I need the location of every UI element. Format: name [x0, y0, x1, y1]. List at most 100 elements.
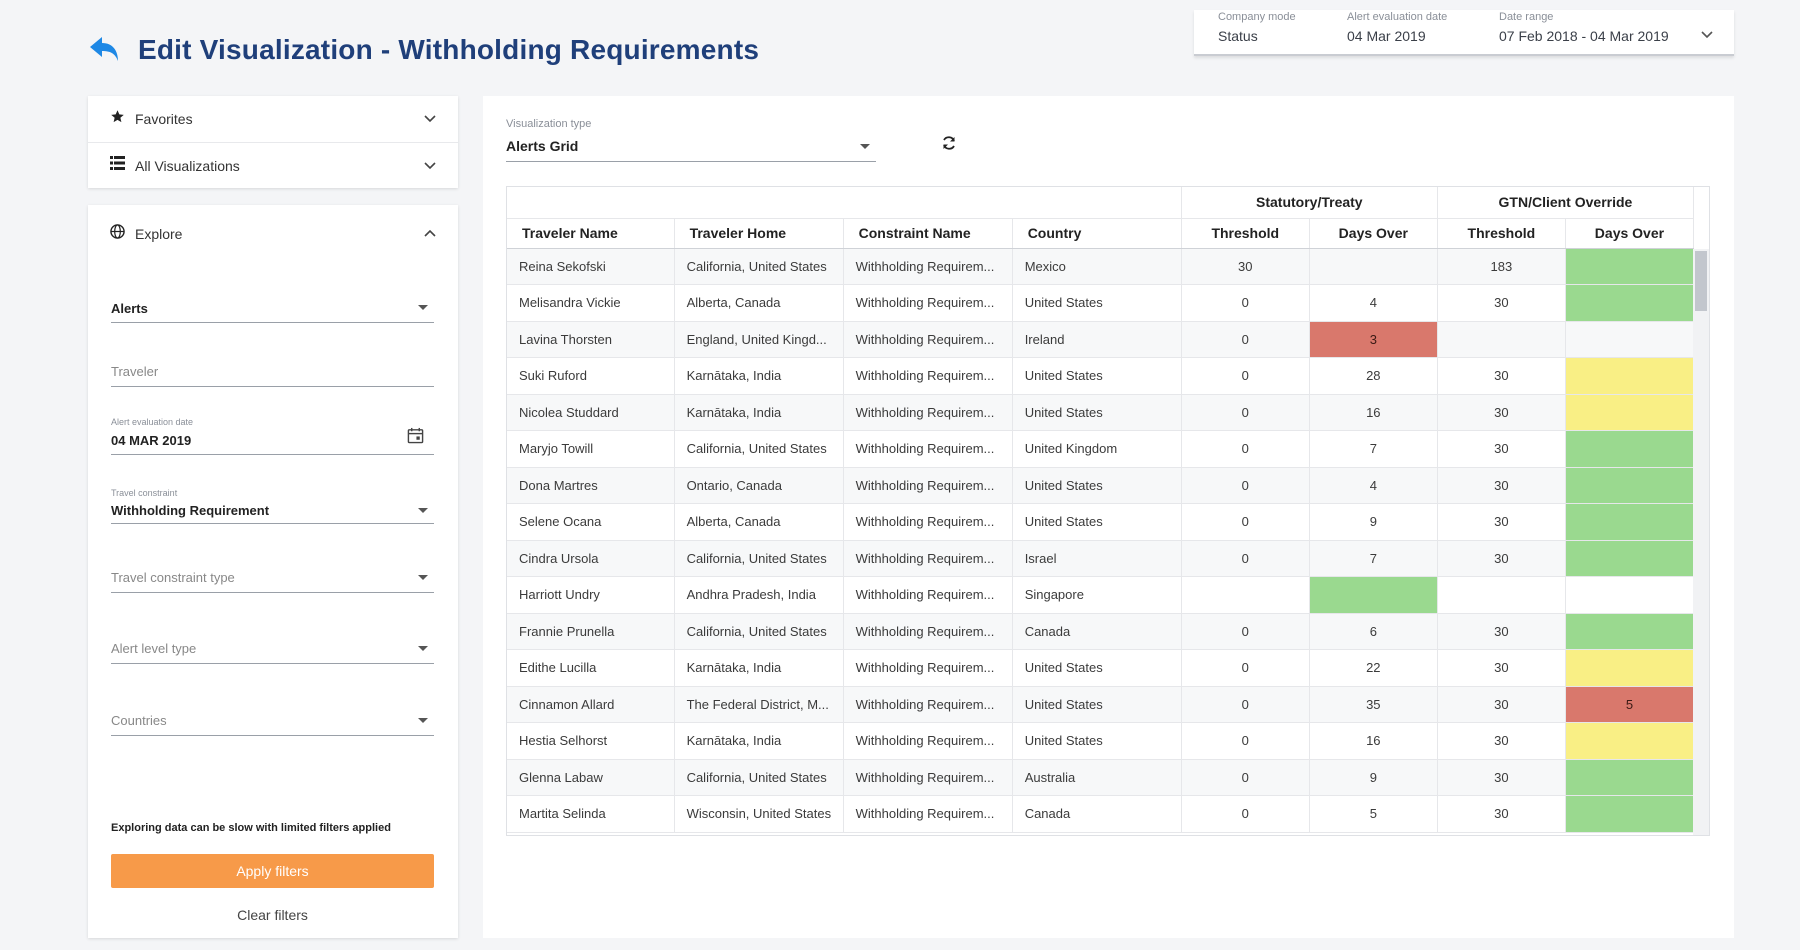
cell-gtn-days-over [1565, 284, 1695, 322]
caret-down-icon [860, 144, 870, 149]
explore-section-header[interactable]: Explore [88, 205, 458, 263]
table-row[interactable]: Maryjo Towill California, United States Wi… [507, 430, 1695, 468]
all-visualizations-section[interactable]: All Visualizations [88, 142, 458, 188]
col-statutory-days-over[interactable]: Days Over [1309, 218, 1438, 249]
cell-gtn-days-over [1565, 394, 1695, 431]
cell-country: Singapore [1012, 576, 1182, 614]
cell-traveler-home: Karnātaka, India [674, 649, 844, 687]
cell-gtn-threshold: 30 [1437, 795, 1566, 833]
cell-statutory-days-over: 3 [1309, 321, 1438, 358]
alerts-select[interactable]: Alerts [111, 293, 434, 323]
favorites-section[interactable]: Favorites [88, 96, 458, 142]
col-gtn-threshold[interactable]: Threshold [1437, 218, 1566, 249]
chevron-down-icon[interactable] [424, 112, 436, 130]
cell-traveler-name: Suki Ruford [507, 357, 675, 395]
table-row[interactable]: Dona Martres Ontario, Canada Withholding R… [507, 467, 1695, 504]
col-traveler-name[interactable]: Traveler Name [507, 218, 675, 249]
table-row[interactable]: Melisandra Vickie Alberta, Canada Withhold… [507, 284, 1695, 322]
countries-select[interactable]: Countries [111, 706, 434, 736]
chevron-up-icon[interactable] [424, 227, 436, 245]
cell-statutory-threshold: 0 [1181, 321, 1310, 358]
table-row[interactable]: Harriott Undry Andhra Pradesh, India Withh… [507, 576, 1695, 614]
table-row[interactable]: Hestia Selhorst Karnātaka, India Withholdi… [507, 722, 1695, 760]
cell-statutory-threshold [1181, 576, 1310, 614]
cell-constraint-name: Withholding Requirem... [843, 613, 1013, 650]
traveler-placeholder: Traveler [111, 364, 159, 379]
vertical-scrollbar[interactable] [1693, 249, 1709, 835]
table-row[interactable]: Glenna Labaw California, United States Wit… [507, 759, 1695, 796]
visualization-type-select[interactable]: Visualization type Alerts Grid [506, 118, 876, 162]
statutory-treaty-group-header: Statutory/Treaty [1181, 187, 1438, 219]
context-bar[interactable]: Company mode Status Alert evaluation dat… [1194, 10, 1734, 56]
alerts-grid[interactable]: Statutory/Treaty GTN/Client Override Tra… [506, 186, 1710, 836]
cell-statutory-days-over: 9 [1309, 759, 1438, 796]
cell-gtn-days-over [1565, 321, 1695, 358]
alert-level-type-select[interactable]: Alert level type [111, 634, 434, 664]
cell-statutory-days-over: 28 [1309, 357, 1438, 395]
cell-traveler-home: Ontario, Canada [674, 467, 844, 504]
cell-statutory-threshold: 0 [1181, 759, 1310, 796]
cell-country: United States [1012, 649, 1182, 687]
table-row[interactable]: Cinnamon Allard The Federal District, M..… [507, 686, 1695, 723]
cell-country: Canada [1012, 613, 1182, 650]
col-traveler-home[interactable]: Traveler Home [674, 218, 844, 249]
traveler-input[interactable]: Traveler [111, 357, 434, 387]
table-row[interactable]: Cindra Ursola California, United States Wi… [507, 540, 1695, 577]
col-country[interactable]: Country [1012, 218, 1182, 249]
col-statutory-threshold[interactable]: Threshold [1181, 218, 1310, 249]
clear-filters-button[interactable]: Clear filters [237, 907, 308, 923]
col-gtn-days-over[interactable]: Days Over [1565, 218, 1695, 249]
travel-constraint-type-select[interactable]: Travel constraint type [111, 563, 434, 593]
cell-gtn-threshold: 30 [1437, 759, 1566, 796]
table-row[interactable]: Nicolea Studdard Karnātaka, India Withhold… [507, 394, 1695, 431]
slow-filter-notice: Exploring data can be slow with limited … [111, 822, 391, 834]
caret-down-icon [418, 305, 428, 310]
list-icon [110, 156, 125, 175]
scrollbar-thumb[interactable] [1695, 251, 1707, 311]
chevron-down-icon[interactable] [1700, 28, 1714, 42]
caret-down-icon [418, 718, 428, 723]
cell-gtn-threshold: 30 [1437, 430, 1566, 468]
table-row[interactable]: Selene Ocana Alberta, Canada Withholding R… [507, 503, 1695, 541]
chevron-down-icon[interactable] [424, 159, 436, 177]
explore-label: Explore [135, 226, 183, 242]
cell-gtn-days-over [1565, 357, 1695, 395]
table-row[interactable]: Suki Ruford Karnātaka, India Withholding R… [507, 357, 1695, 395]
travel-constraint-select[interactable]: Travel constraint Withholding Requiremen… [111, 488, 434, 524]
company-mode-label: Company mode [1218, 11, 1296, 23]
calendar-icon[interactable] [407, 427, 424, 449]
cell-country: Australia [1012, 759, 1182, 796]
table-row[interactable]: Reina Sekofski California, United States W… [507, 248, 1695, 285]
cell-traveler-name: Lavina Thorsten [507, 321, 675, 358]
cell-gtn-days-over: 5 [1565, 686, 1695, 723]
cell-statutory-threshold: 0 [1181, 467, 1310, 504]
cell-traveler-home: Andhra Pradesh, India [674, 576, 844, 614]
cell-constraint-name: Withholding Requirem... [843, 649, 1013, 687]
cell-statutory-threshold: 0 [1181, 686, 1310, 723]
apply-filters-button[interactable]: Apply filters [111, 854, 434, 888]
cell-traveler-name: Martita Selinda [507, 795, 675, 833]
cell-gtn-threshold: 30 [1437, 467, 1566, 504]
cell-country: United States [1012, 503, 1182, 541]
back-arrow-icon[interactable] [88, 32, 124, 68]
cell-statutory-days-over: 7 [1309, 430, 1438, 468]
cell-statutory-threshold: 30 [1181, 248, 1310, 285]
table-row[interactable]: Lavina Thorsten England, United Kingd... W… [507, 321, 1695, 358]
countries-placeholder: Countries [111, 713, 167, 728]
alert-date-label: Alert evaluation date [1347, 11, 1448, 23]
cell-statutory-days-over: 7 [1309, 540, 1438, 577]
cell-gtn-threshold: 30 [1437, 357, 1566, 395]
cell-constraint-name: Withholding Requirem... [843, 321, 1013, 358]
cell-country: United States [1012, 394, 1182, 431]
table-row[interactable]: Edithe Lucilla Karnātaka, India Withholdin… [507, 649, 1695, 687]
cell-traveler-name: Glenna Labaw [507, 759, 675, 796]
refresh-icon[interactable] [941, 135, 957, 156]
table-row[interactable]: Martita Selinda Wisconsin, United States W… [507, 795, 1695, 833]
col-constraint-name[interactable]: Constraint Name [843, 218, 1013, 249]
table-row[interactable]: Frannie Prunella California, United State… [507, 613, 1695, 650]
cell-traveler-name: Cinnamon Allard [507, 686, 675, 723]
alert-date-field[interactable]: Alert evaluation date 04 MAR 2019 [111, 417, 434, 455]
cell-traveler-home: Karnātaka, India [674, 394, 844, 431]
cell-constraint-name: Withholding Requirem... [843, 540, 1013, 577]
all-visualizations-label: All Visualizations [135, 157, 240, 174]
